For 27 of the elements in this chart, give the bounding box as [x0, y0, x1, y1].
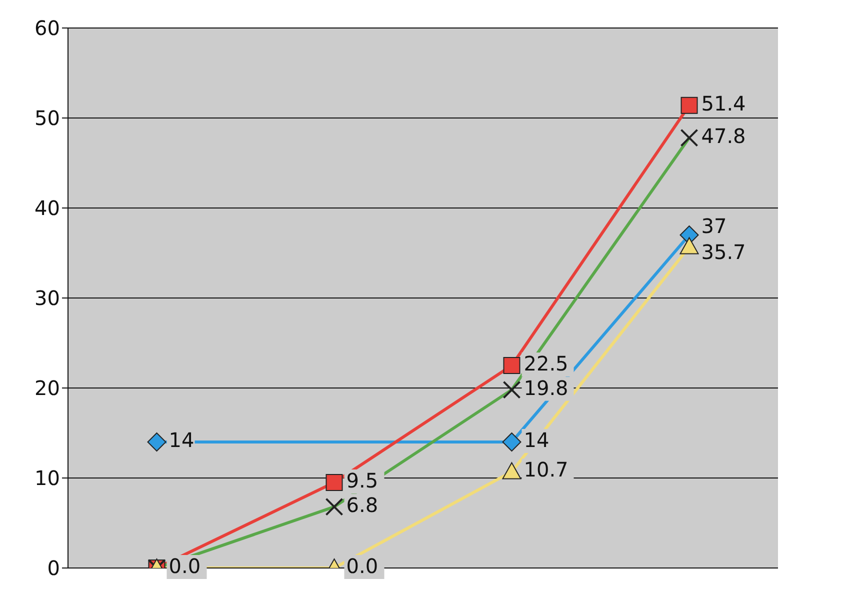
y-tick-label: 10 [34, 466, 60, 490]
data-label: 10.7 [524, 458, 568, 482]
y-tick-label: 20 [34, 376, 60, 400]
data-label: 9.5 [346, 468, 378, 492]
data-label: 0.0 [168, 554, 201, 578]
y-tick-label: 30 [34, 286, 60, 310]
point [502, 462, 522, 480]
data-label: 37 [701, 214, 727, 238]
point [680, 237, 699, 254]
point [680, 96, 698, 114]
point [502, 432, 522, 452]
data-label: 47.8 [701, 124, 746, 148]
data-label: 14 [524, 428, 550, 452]
data-label: 35.7 [701, 240, 746, 264]
point [326, 474, 343, 491]
data-label: 22.5 [524, 352, 568, 376]
y-tick-label: 60 [34, 16, 60, 40]
point [147, 432, 166, 452]
data-label: 6.8 [346, 492, 378, 517]
y-tick-label: 40 [34, 196, 60, 220]
data-label: 51.4 [701, 91, 746, 116]
point [503, 357, 520, 374]
data-label: 0.0 [346, 554, 378, 578]
y-tick-label: 50 [34, 106, 60, 130]
data-label: 14 [168, 428, 194, 452]
data-label: 19.8 [524, 376, 568, 400]
y-tick-label: 0 [47, 556, 60, 580]
